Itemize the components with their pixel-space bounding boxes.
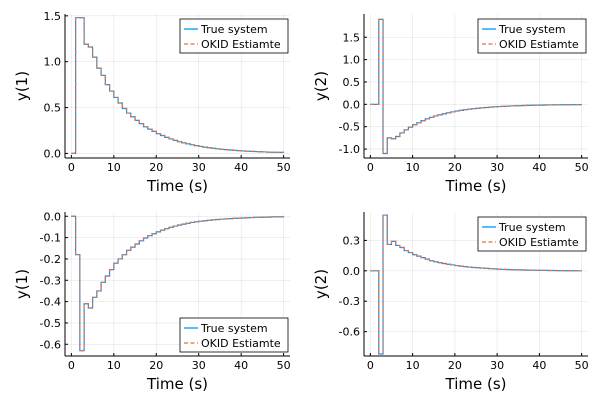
x-tick-label: 20: [448, 161, 462, 174]
x-tick-label: 10: [406, 359, 420, 372]
y-tick-label: 0.0: [343, 265, 361, 278]
subplot-3: 0 10 20 30 40 50 -0.6 -0.5 -0.4 -0.3 -0.2 -0.1 0.0 Ti…: [13, 210, 291, 393]
y-tick-label: -0.5: [339, 121, 360, 134]
y-tick-label: -0.4: [40, 296, 61, 309]
legend-label: True system: [498, 221, 566, 234]
okid-estimate-line: [71, 215, 285, 352]
y-axis-label: y(1): [13, 269, 31, 299]
x-tick-label: 10: [107, 359, 121, 372]
y-tick-label: -0.6: [40, 338, 61, 351]
legend-label: True system: [498, 23, 566, 36]
y-tick-label: 1.0: [343, 54, 361, 67]
y-tick-label: -0.2: [40, 253, 61, 266]
x-axis-label: Time (s): [445, 375, 507, 393]
x-tick-label: 30: [192, 359, 206, 372]
legend-label: True system: [200, 23, 268, 36]
x-tick-label: 20: [149, 161, 163, 174]
legend: True system OKID Estiamte: [179, 18, 289, 54]
y-tick-label: 1.0: [44, 56, 62, 69]
x-axis-label: Time (s): [146, 177, 208, 195]
legend: True system OKID Estiamte: [179, 317, 289, 353]
x-tick-label: 30: [490, 359, 504, 372]
y-tick-label: 0.5: [343, 76, 361, 89]
subplot-2: 0 10 20 30 40 50 -1.0 -0.5 0.0 0.5 1.0 1.5 Time (s) y…: [312, 14, 589, 195]
legend-label: OKID Estiamte: [201, 337, 281, 350]
y-axis-label: y(2): [312, 71, 330, 101]
y-axis-label: y(1): [13, 71, 31, 101]
legend-box: [179, 18, 289, 54]
y-tick-label: 0.0: [44, 210, 62, 223]
y-tick-label: 0.0: [44, 147, 62, 160]
x-tick-label: 30: [192, 161, 206, 174]
x-tick-label: 0: [68, 161, 75, 174]
x-tick-label: 0: [68, 359, 75, 372]
y-tick-label: 0.0: [343, 98, 361, 111]
y-tick-label: 0.3: [343, 234, 361, 247]
x-tick-label: 50: [575, 161, 589, 174]
x-tick-label: 30: [490, 161, 504, 174]
x-axis-label: Time (s): [445, 177, 507, 195]
x-tick-label: 50: [277, 161, 291, 174]
y-axis-label: y(2): [312, 269, 330, 299]
x-tick-label: 40: [234, 359, 248, 372]
y-tick-label: -0.5: [40, 317, 61, 330]
x-tick-label: 10: [406, 161, 420, 174]
legend-label: True system: [200, 322, 268, 335]
legend-label: OKID Estiamte: [201, 38, 281, 51]
y-tick-label: -0.6: [339, 326, 360, 339]
y-tick-label: -0.1: [40, 232, 61, 245]
okid-estimate-line: [71, 17, 285, 155]
legend-box: [179, 317, 289, 353]
okid-estimate-line: [370, 18, 582, 155]
x-axis-label: Time (s): [146, 375, 208, 393]
legend-box: [477, 216, 587, 252]
x-tick-label: 40: [532, 161, 546, 174]
subplot-4: 0 10 20 30 40 50 -0.6 -0.3 0.0 0.3 Time (s) y(2) Tru…: [312, 212, 589, 393]
x-tick-label: 40: [532, 359, 546, 372]
x-tick-label: 0: [367, 359, 374, 372]
legend: True system OKID Estiamte: [477, 216, 587, 252]
x-tick-label: 50: [575, 359, 589, 372]
y-tick-label: 1.5: [343, 31, 361, 44]
x-tick-label: 50: [277, 359, 291, 372]
x-tick-label: 10: [107, 161, 121, 174]
y-tick-label: 0.5: [44, 102, 62, 115]
x-tick-label: 20: [448, 359, 462, 372]
okid-estimate-line: [370, 214, 582, 355]
legend-label: OKID Estiamte: [499, 38, 579, 51]
x-tick-label: 0: [367, 161, 374, 174]
y-tick-label: -0.3: [339, 295, 360, 308]
x-tick-label: 40: [234, 161, 248, 174]
y-tick-label: -0.3: [40, 274, 61, 287]
y-tick-label: -1.0: [339, 143, 360, 156]
legend-label: OKID Estiamte: [499, 236, 579, 249]
legend-box: [477, 18, 587, 54]
legend: True system OKID Estiamte: [477, 18, 587, 54]
subplot-1: 0 10 20 30 40 50 0.0 0.5 1.0 1.5 Time (s) y(1) True …: [13, 10, 291, 195]
x-tick-label: 20: [149, 359, 163, 372]
y-tick-label: 1.5: [44, 10, 62, 23]
